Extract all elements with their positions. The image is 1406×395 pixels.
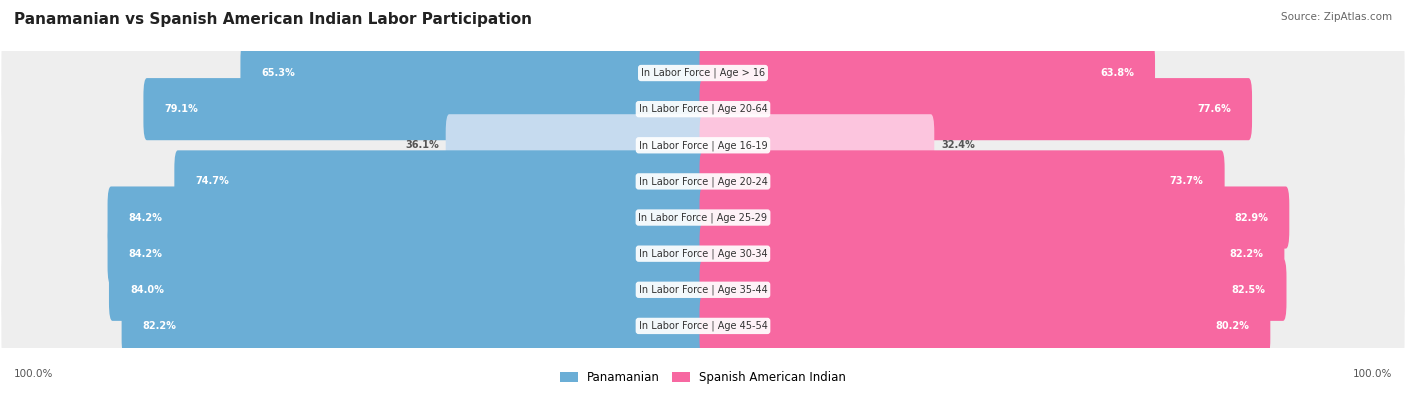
Text: Source: ZipAtlas.com: Source: ZipAtlas.com (1281, 12, 1392, 22)
Text: 100.0%: 100.0% (1353, 369, 1392, 379)
FancyBboxPatch shape (1, 247, 1405, 333)
FancyBboxPatch shape (700, 78, 1251, 140)
FancyBboxPatch shape (700, 150, 1225, 213)
FancyBboxPatch shape (1, 66, 1405, 152)
FancyBboxPatch shape (107, 186, 707, 248)
FancyBboxPatch shape (700, 114, 935, 176)
FancyBboxPatch shape (700, 186, 1289, 248)
FancyBboxPatch shape (700, 223, 1285, 285)
Text: 65.3%: 65.3% (262, 68, 295, 78)
Text: In Labor Force | Age 20-24: In Labor Force | Age 20-24 (638, 176, 768, 187)
Text: 79.1%: 79.1% (165, 104, 198, 114)
FancyBboxPatch shape (107, 223, 707, 285)
FancyBboxPatch shape (446, 114, 707, 176)
Text: 82.5%: 82.5% (1232, 285, 1265, 295)
Text: 82.9%: 82.9% (1234, 213, 1268, 222)
FancyBboxPatch shape (1, 102, 1405, 188)
Legend: Panamanian, Spanish American Indian: Panamanian, Spanish American Indian (555, 367, 851, 389)
Text: 73.7%: 73.7% (1170, 177, 1204, 186)
Text: In Labor Force | Age 45-54: In Labor Force | Age 45-54 (638, 321, 768, 331)
FancyBboxPatch shape (143, 78, 707, 140)
FancyBboxPatch shape (700, 42, 1156, 104)
FancyBboxPatch shape (700, 259, 1286, 321)
FancyBboxPatch shape (174, 150, 707, 213)
Text: 100.0%: 100.0% (14, 369, 53, 379)
Text: 84.2%: 84.2% (128, 249, 163, 259)
Text: In Labor Force | Age 25-29: In Labor Force | Age 25-29 (638, 212, 768, 223)
FancyBboxPatch shape (240, 42, 707, 104)
FancyBboxPatch shape (1, 211, 1405, 297)
Text: 36.1%: 36.1% (405, 140, 439, 150)
Text: 77.6%: 77.6% (1197, 104, 1232, 114)
Text: In Labor Force | Age 16-19: In Labor Force | Age 16-19 (638, 140, 768, 150)
FancyBboxPatch shape (121, 295, 707, 357)
FancyBboxPatch shape (1, 138, 1405, 224)
FancyBboxPatch shape (1, 30, 1405, 116)
Text: 80.2%: 80.2% (1215, 321, 1250, 331)
FancyBboxPatch shape (1, 175, 1405, 261)
Text: In Labor Force | Age 35-44: In Labor Force | Age 35-44 (638, 284, 768, 295)
FancyBboxPatch shape (110, 259, 707, 321)
Text: Panamanian vs Spanish American Indian Labor Participation: Panamanian vs Spanish American Indian La… (14, 12, 531, 27)
Text: 84.0%: 84.0% (131, 285, 165, 295)
FancyBboxPatch shape (700, 295, 1271, 357)
Text: 32.4%: 32.4% (942, 140, 976, 150)
Text: In Labor Force | Age > 16: In Labor Force | Age > 16 (641, 68, 765, 78)
Text: 82.2%: 82.2% (143, 321, 177, 331)
Text: 84.2%: 84.2% (128, 213, 163, 222)
Text: 63.8%: 63.8% (1099, 68, 1135, 78)
FancyBboxPatch shape (1, 283, 1405, 369)
Text: In Labor Force | Age 30-34: In Labor Force | Age 30-34 (638, 248, 768, 259)
Text: 82.2%: 82.2% (1229, 249, 1263, 259)
Text: In Labor Force | Age 20-64: In Labor Force | Age 20-64 (638, 104, 768, 115)
Text: 74.7%: 74.7% (195, 177, 229, 186)
